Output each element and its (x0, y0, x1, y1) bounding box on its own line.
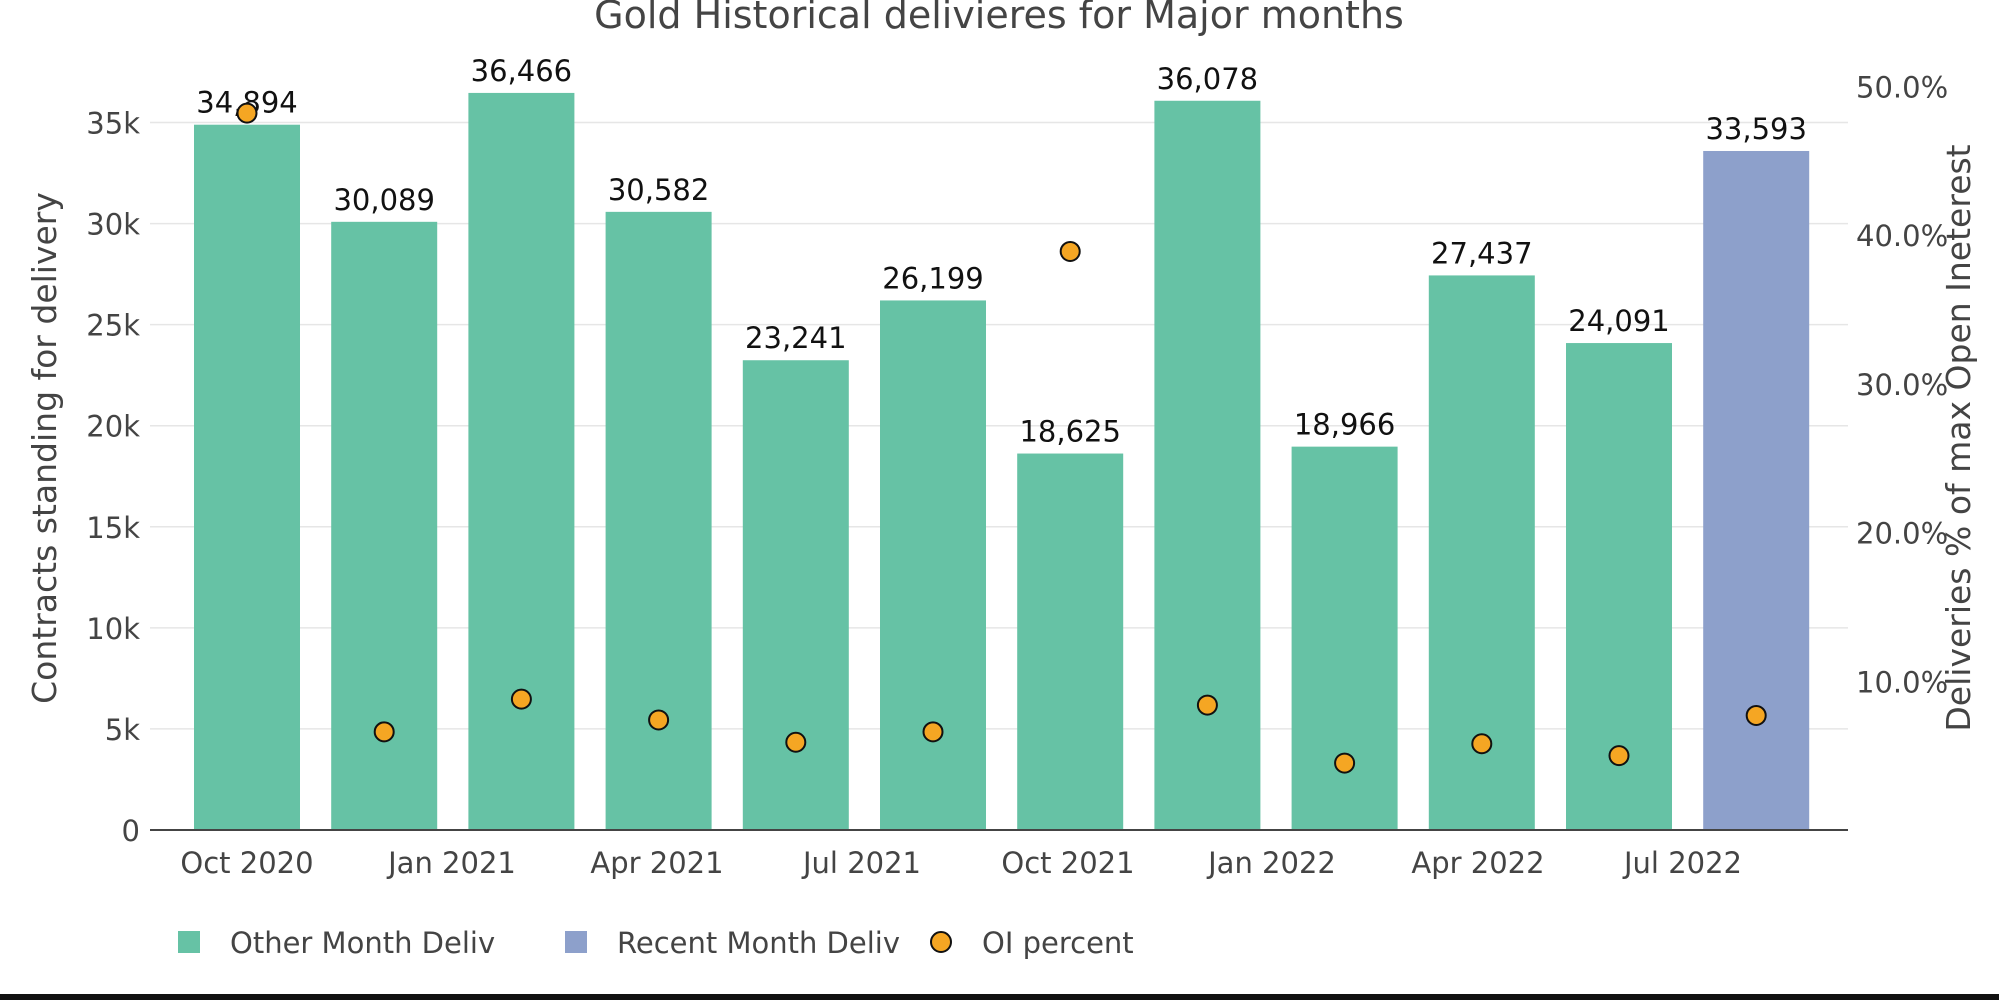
left-y-axis: 0 5k 10k 15k 20k 25k 30k 35k (86, 107, 140, 848)
oi-percent-point (1745, 704, 1767, 726)
data-label: 30,582 (608, 173, 709, 207)
right-y-tick-label: 20.0% (1856, 517, 1948, 551)
oi-percent-point (648, 709, 670, 731)
data-label: 36,466 (471, 54, 572, 88)
right-y-axis: 10.0% 20.0% 30.0% 40.0% 50.0% (1856, 70, 1948, 699)
oi-percent-points (236, 102, 1767, 774)
left-y-tick-label: 0 (122, 814, 140, 848)
oi-percent-point (1059, 240, 1081, 262)
oi-percent-point (1334, 752, 1356, 774)
left-y-tick-label: 15k (86, 511, 140, 545)
data-label: 23,241 (745, 321, 846, 355)
bar-series (194, 92, 1810, 831)
oi-percent-point (510, 688, 532, 710)
legend-swatch (178, 931, 200, 953)
x-tick-label: Jan 2022 (1206, 846, 1336, 880)
x-tick-label: Jul 2022 (1622, 846, 1742, 880)
data-label: 24,091 (1568, 304, 1669, 338)
left-y-tick-label: 30k (86, 208, 140, 242)
bar (880, 300, 986, 830)
legend-label: Other Month Deliv (230, 926, 495, 960)
data-label: 27,437 (1431, 236, 1532, 270)
oi-percent-point (1471, 733, 1493, 755)
oi-percent-point (922, 721, 944, 743)
data-label: 18,966 (1294, 408, 1395, 442)
bar (1017, 453, 1124, 830)
right-y-tick-label: 50.0% (1856, 70, 1948, 104)
right-y-tick-label: 30.0% (1856, 368, 1948, 402)
bar (194, 124, 300, 831)
left-y-tick-label: 5k (105, 713, 140, 747)
right-y-tick-label: 40.0% (1856, 219, 1948, 253)
left-y-tick-label: 10k (86, 612, 140, 646)
x-tick-label: Oct 2020 (180, 846, 313, 880)
oi-percent-point (785, 731, 807, 753)
data-label: 18,625 (1019, 415, 1120, 449)
legend-swatch (565, 931, 587, 953)
data-label: 33,593 (1705, 112, 1806, 146)
oi-percent-point (1196, 694, 1218, 716)
oi-percent-point (373, 721, 395, 743)
x-tick-label: Apr 2021 (590, 846, 723, 880)
bar (1154, 100, 1261, 830)
data-label: 26,199 (882, 261, 983, 295)
chart-title: Gold Historical delivieres for Major mon… (594, 0, 1404, 37)
x-axis-ticks: Oct 2020 Jan 2021 Apr 2021 Jul 2021 Oct 2021… (180, 846, 1742, 880)
data-label: 30,089 (333, 183, 434, 217)
left-y-tick-label: 35k (86, 107, 140, 141)
bar (605, 211, 712, 830)
oi-percent-point (236, 102, 258, 124)
bottom-border (0, 994, 1999, 1000)
x-tick-label: Oct 2021 (1001, 846, 1134, 880)
data-labels: 34,89430,08936,46630,58223,24126,19918,6… (196, 54, 1807, 449)
right-y-axis-label: Deliveries % of max Open Ineterest (1939, 144, 1978, 731)
left-y-axis-label: Contracts standing for delivery (25, 192, 64, 704)
data-label: 36,078 (1157, 62, 1258, 96)
legend-label: OI percent (982, 926, 1134, 960)
x-tick-label: Jan 2021 (386, 846, 516, 880)
left-y-tick-label: 25k (86, 309, 140, 343)
x-tick-label: Jul 2021 (801, 846, 921, 880)
bar (742, 360, 849, 830)
left-y-tick-label: 20k (86, 410, 140, 444)
legend-marker (930, 931, 952, 953)
oi-percent-point (1608, 745, 1630, 767)
legend-label: Recent Month Deliv (617, 926, 900, 960)
x-tick-label: Apr 2022 (1411, 846, 1544, 880)
bar (468, 92, 575, 831)
legend: Other Month Deliv Recent Month Deliv OI pe… (178, 926, 1134, 960)
bar (1703, 150, 1810, 830)
right-y-tick-label: 10.0% (1856, 665, 1948, 699)
